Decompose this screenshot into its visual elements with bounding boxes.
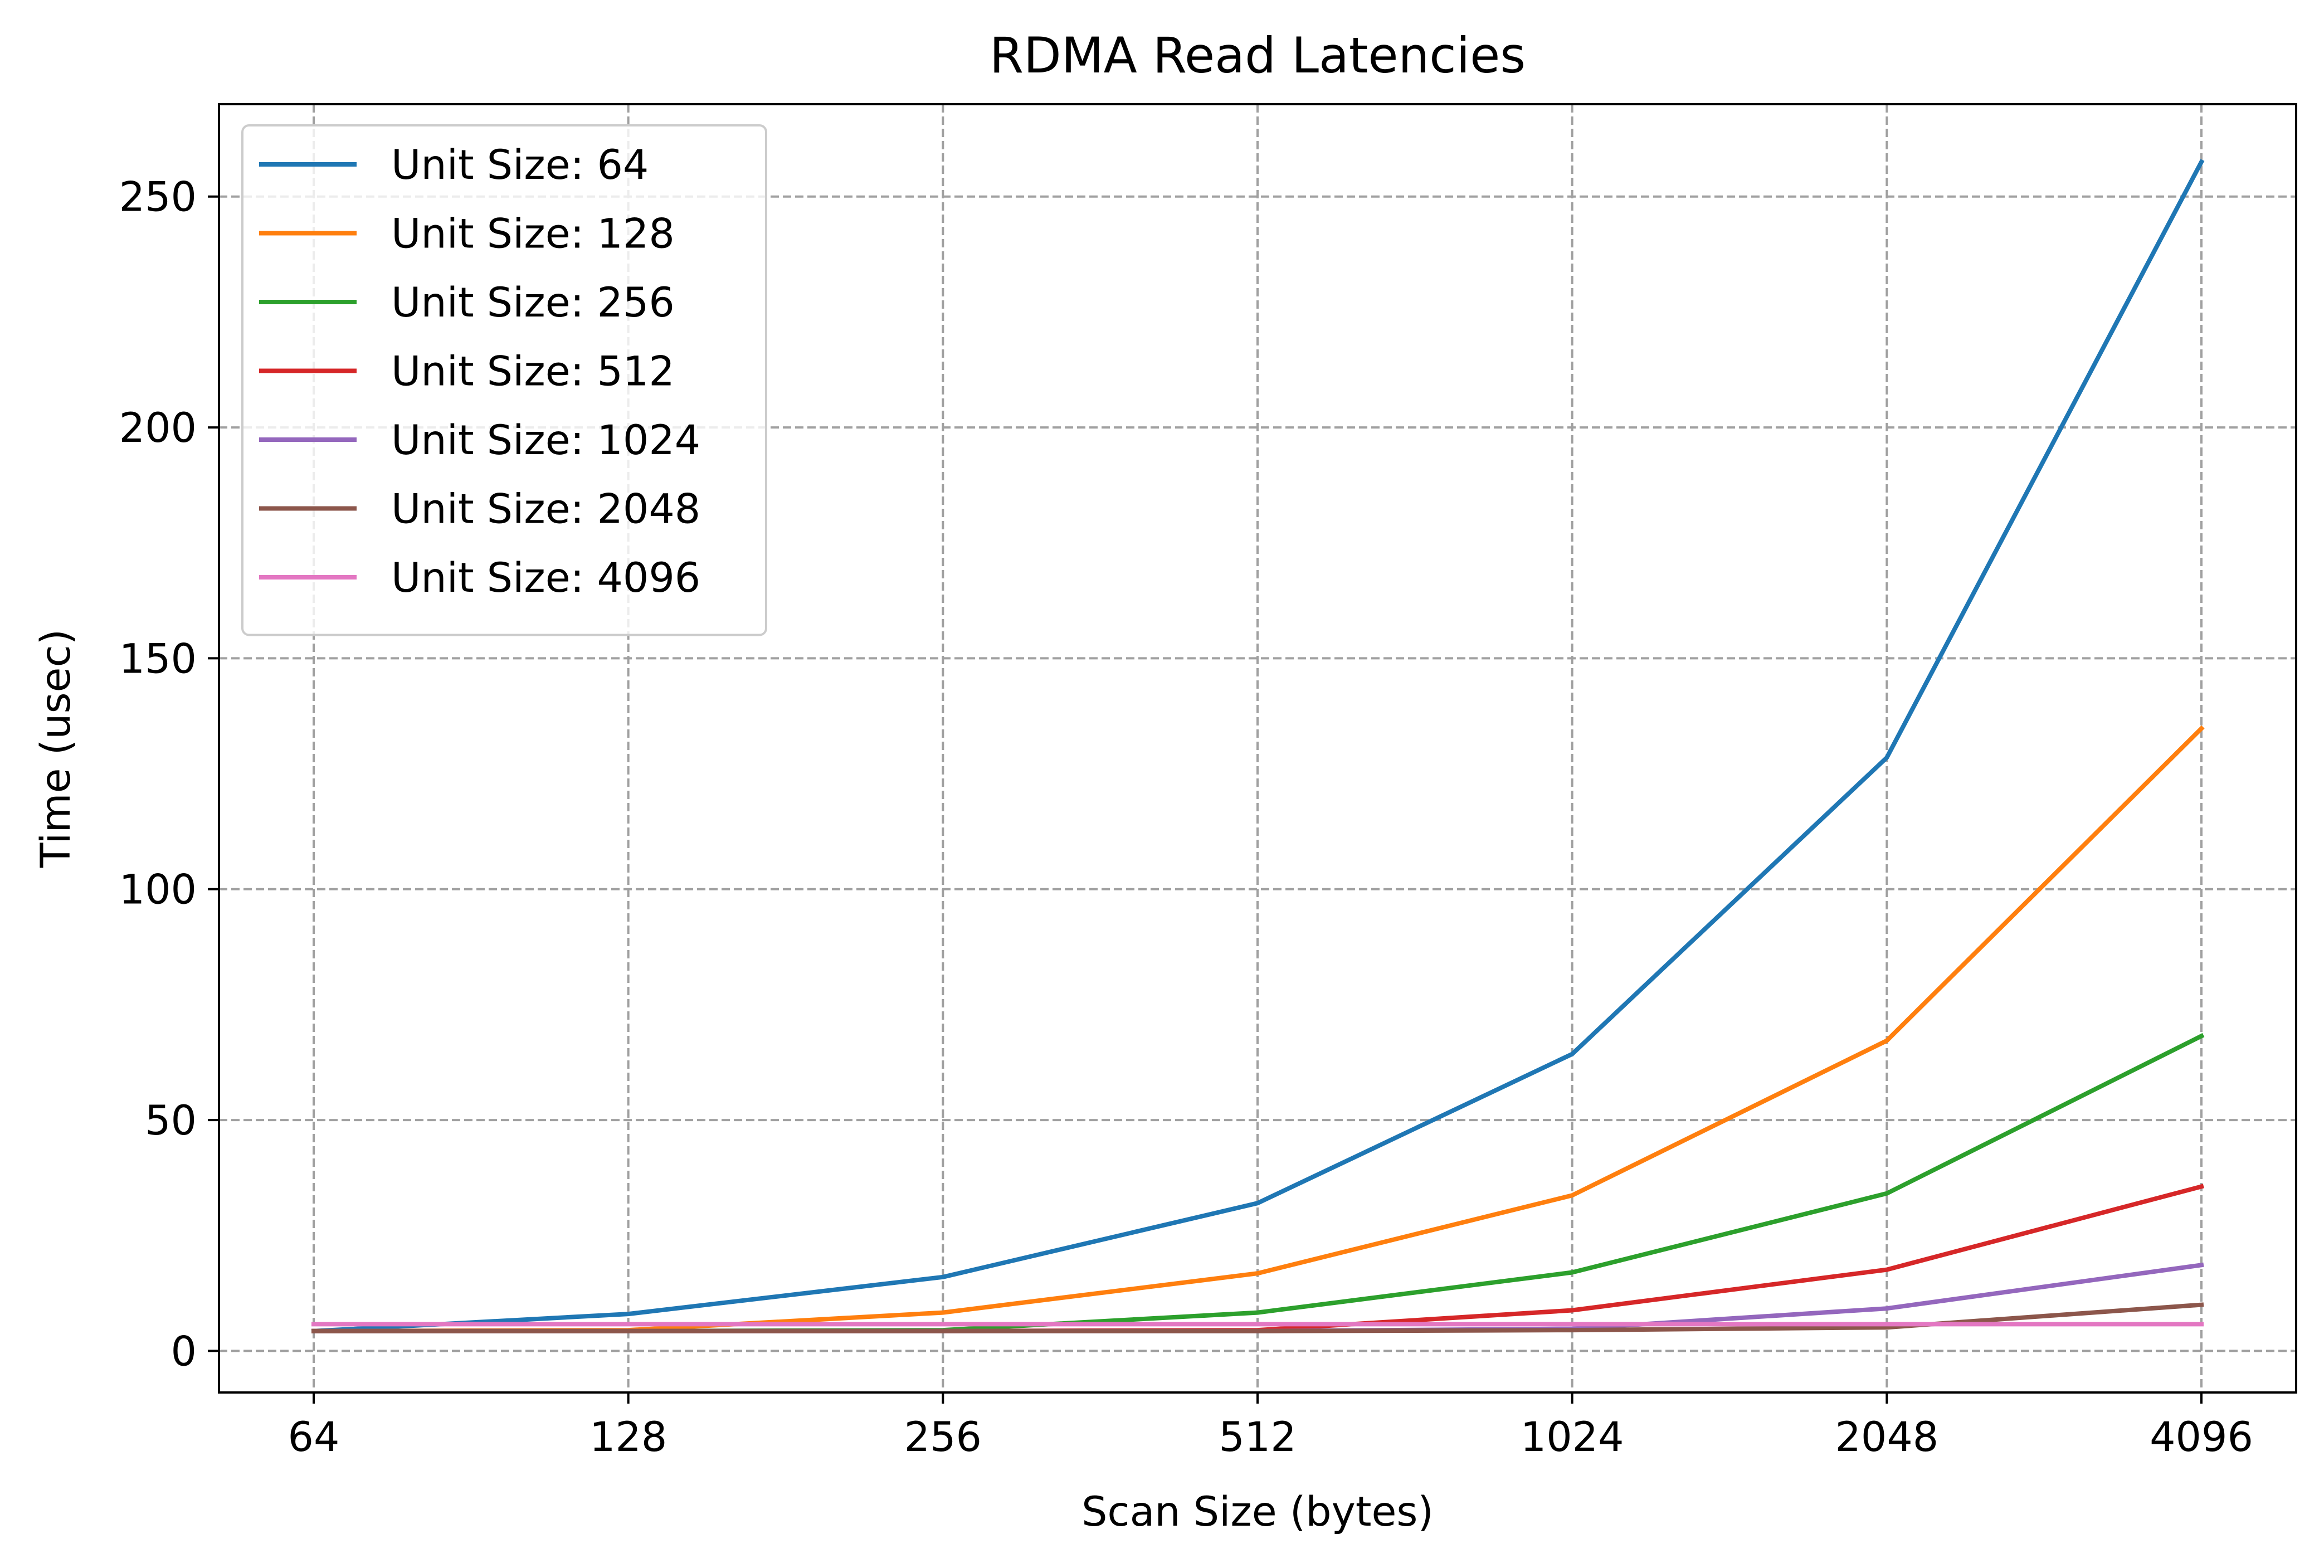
series-line bbox=[311, 1302, 2204, 1333]
x-tick-label: 1024 bbox=[1521, 1414, 1624, 1461]
legend-label: Unit Size: 2048 bbox=[391, 486, 700, 533]
y-tick-label: 100 bbox=[119, 866, 197, 914]
legend-box bbox=[241, 124, 767, 636]
y-tick-label: 0 bbox=[171, 1328, 197, 1375]
legend: Unit Size: 64 Unit Size: 128 Unit Size: 25… bbox=[241, 124, 767, 636]
y-tick-label: 250 bbox=[119, 174, 197, 221]
legend-label: Unit Size: 512 bbox=[391, 348, 675, 396]
legend-label: Unit Size: 64 bbox=[391, 142, 649, 189]
x-tick-label: 128 bbox=[589, 1414, 667, 1461]
legend-label: Unit Size: 256 bbox=[391, 279, 675, 327]
y-tick-label: 50 bbox=[145, 1097, 197, 1145]
chart-title: RDMA Read Latencies bbox=[990, 27, 1526, 84]
y-tick-label: 200 bbox=[119, 405, 197, 452]
series-line bbox=[311, 159, 2205, 1334]
series-lines bbox=[311, 159, 2205, 1334]
legend-label: Unit Size: 4096 bbox=[391, 554, 700, 602]
axis-ticks: 64 128 256 512 1024 2048 4096 0 50 100 150 200 250 bbox=[119, 174, 2253, 1461]
y-axis-title: Time (usec) bbox=[32, 629, 80, 868]
x-tick-label: 256 bbox=[904, 1414, 982, 1461]
x-tick-label: 512 bbox=[1219, 1414, 1296, 1461]
legend-label: Unit Size: 1024 bbox=[391, 417, 700, 464]
x-tick-label: 64 bbox=[288, 1414, 340, 1461]
y-tick-label: 150 bbox=[119, 635, 197, 683]
x-axis-title: Scan Size (bytes) bbox=[1081, 1488, 1434, 1536]
x-tick-label: 2048 bbox=[1835, 1414, 1938, 1461]
legend-label: Unit Size: 128 bbox=[391, 211, 675, 258]
x-tick-label: 4096 bbox=[2150, 1414, 2253, 1461]
